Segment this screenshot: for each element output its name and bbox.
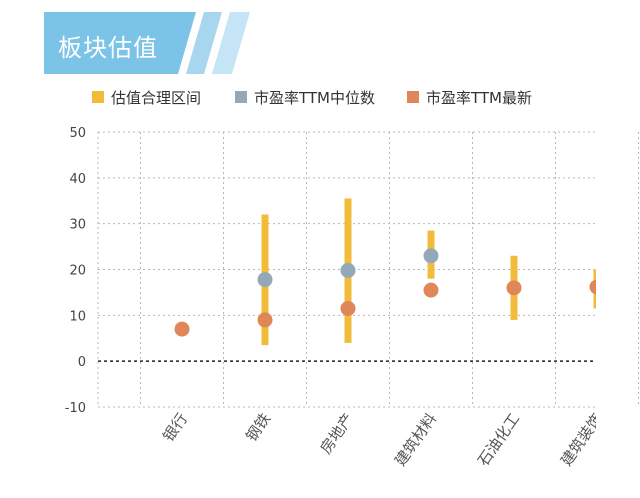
x-tick-label: 建筑装饰 <box>557 410 606 469</box>
header-banner <box>44 12 250 74</box>
y-tick-label: 40 <box>69 172 86 187</box>
latest-point <box>340 300 356 316</box>
y-axis: 50 40 30 20 10 0 -10 <box>65 126 86 416</box>
x-tick-label: 银行 <box>159 410 191 445</box>
chart-marks <box>174 198 596 346</box>
latest-point <box>174 321 190 337</box>
legend-swatch <box>235 91 247 103</box>
page-title: 板块估值 <box>58 34 158 62</box>
y-tick-label: 10 <box>69 309 86 324</box>
x-axis: 银行 钢铁 房地产 建筑材料 石油化工 建筑装饰 <box>159 410 606 469</box>
y-tick-label: 20 <box>69 264 86 279</box>
banner-stripe <box>186 12 222 74</box>
legend-swatch <box>407 91 419 103</box>
chart-legend: 估值合理区间 市盈率TTM中位数 市盈率TTM最新 <box>92 89 532 107</box>
latest-point <box>257 312 273 328</box>
latest-point <box>506 280 522 296</box>
legend-label: 市盈率TTM最新 <box>426 89 532 107</box>
legend-label: 估值合理区间 <box>111 89 201 107</box>
median-point <box>257 272 273 288</box>
legend-label: 市盈率TTM中位数 <box>254 89 375 107</box>
x-tick-label: 建筑材料 <box>391 410 440 469</box>
x-tick-label: 石油化工 <box>474 410 523 469</box>
latest-point <box>423 282 439 298</box>
y-tick-label: 0 <box>78 355 86 370</box>
y-tick-label: 50 <box>69 126 86 141</box>
chart-grid <box>97 131 639 408</box>
median-point <box>340 262 356 278</box>
legend-swatch <box>92 91 104 103</box>
median-point <box>423 248 439 264</box>
y-tick-label: 30 <box>69 218 86 233</box>
x-tick-label: 房地产 <box>317 410 358 457</box>
latest-point <box>589 279 596 295</box>
x-tick-label: 钢铁 <box>242 410 274 445</box>
banner-stripe <box>212 12 250 74</box>
banner-block <box>44 12 196 74</box>
y-tick-label: -10 <box>65 401 86 416</box>
